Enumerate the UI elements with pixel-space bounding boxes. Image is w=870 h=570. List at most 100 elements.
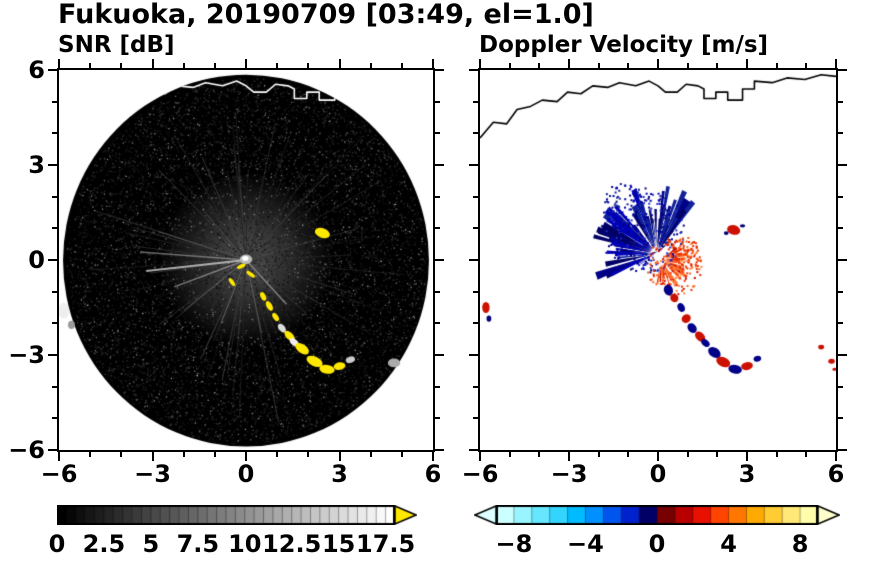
axis-tick bbox=[435, 69, 444, 71]
axis-tick bbox=[568, 59, 570, 68]
axis-tick bbox=[52, 290, 57, 293]
colorbar-tick-label: 5 bbox=[142, 530, 160, 558]
axis-tick bbox=[838, 417, 843, 420]
axis-tick bbox=[435, 259, 444, 261]
y-tick-label: −3 bbox=[8, 341, 45, 369]
axis-tick bbox=[400, 63, 403, 68]
axis-tick bbox=[435, 322, 440, 325]
axis-tick bbox=[48, 354, 57, 356]
y-tick-label: 6 bbox=[28, 56, 45, 84]
axis-tick bbox=[435, 132, 440, 135]
axis-tick bbox=[369, 63, 372, 68]
velocity-panel-title: Doppler Velocity [m/s] bbox=[479, 32, 769, 58]
axis-tick bbox=[58, 59, 60, 68]
axis-tick bbox=[838, 290, 843, 293]
axis-tick bbox=[775, 63, 778, 68]
axis-tick bbox=[838, 322, 843, 325]
axis-tick bbox=[435, 227, 440, 230]
colorbar-tick-label: 0 bbox=[48, 530, 66, 558]
axis-tick bbox=[657, 452, 659, 461]
x-tick-label: 0 bbox=[237, 460, 255, 488]
axis-tick bbox=[369, 452, 372, 457]
axis-tick bbox=[469, 354, 478, 356]
axis-tick bbox=[48, 69, 57, 71]
colorbar-tick-label: −4 bbox=[567, 530, 604, 558]
axis-tick bbox=[805, 63, 808, 68]
colorbar-tick-label: 12.5 bbox=[262, 530, 322, 558]
axis-tick bbox=[58, 452, 60, 461]
x-tick-label: 3 bbox=[738, 460, 756, 488]
axis-tick bbox=[473, 227, 478, 230]
axis-tick bbox=[338, 452, 341, 461]
axis-tick bbox=[276, 63, 279, 68]
y-tick-label: 3 bbox=[28, 151, 45, 179]
axis-tick bbox=[52, 132, 57, 135]
axis-tick bbox=[89, 63, 92, 68]
x-tick-label: 6 bbox=[827, 460, 845, 488]
axis-tick bbox=[338, 59, 341, 68]
y-tick-label: −6 bbox=[8, 436, 45, 464]
axis-tick bbox=[435, 100, 440, 103]
axis-tick bbox=[775, 452, 778, 457]
axis-tick bbox=[469, 449, 478, 451]
axis-tick bbox=[52, 385, 57, 388]
axis-tick bbox=[627, 452, 630, 457]
snr-plot: −6 −3 0 3 6 −6 −3 0 3 6 bbox=[8, 56, 444, 488]
colorbar-tick-label: 2.5 bbox=[82, 530, 126, 558]
colorbar-tick-label: 0 bbox=[648, 530, 666, 558]
axis-tick bbox=[838, 164, 847, 166]
axis-tick bbox=[435, 290, 440, 293]
axis-tick bbox=[151, 452, 154, 461]
axis-tick bbox=[52, 100, 57, 103]
axis-tick bbox=[48, 164, 57, 166]
axis-tick bbox=[48, 259, 57, 261]
axis-tick bbox=[48, 449, 57, 451]
axis-tick bbox=[838, 69, 847, 71]
axis-tick bbox=[473, 322, 478, 325]
y-tick-label: 0 bbox=[28, 246, 45, 274]
axis-tick bbox=[52, 417, 57, 420]
axis-tick bbox=[838, 195, 843, 198]
axis-tick bbox=[657, 59, 659, 68]
axis-tick bbox=[538, 452, 541, 457]
axis-tick bbox=[469, 164, 478, 166]
axis-tick bbox=[435, 164, 444, 166]
axis-tick bbox=[838, 100, 843, 103]
axis-tick bbox=[245, 452, 247, 461]
axis-tick bbox=[473, 385, 478, 388]
axis-tick bbox=[835, 452, 837, 461]
axis-tick bbox=[473, 100, 478, 103]
axis-tick bbox=[716, 452, 719, 457]
snr-colorbar bbox=[57, 505, 417, 525]
velocity-colorbar bbox=[474, 505, 840, 525]
axis-tick bbox=[508, 452, 511, 457]
colorbar-tick-label: −8 bbox=[495, 530, 533, 558]
axis-tick bbox=[538, 63, 541, 68]
velocity-colorbar-labels: −8 −4 0 4 8 bbox=[474, 530, 840, 562]
axis-tick bbox=[400, 452, 403, 457]
axis-tick bbox=[52, 322, 57, 325]
colorbar-tick-label: 17.5 bbox=[356, 530, 416, 558]
axis-tick bbox=[435, 354, 444, 356]
axis-tick bbox=[838, 259, 847, 261]
axis-tick bbox=[838, 132, 843, 135]
axis-tick bbox=[746, 452, 748, 461]
axis-tick bbox=[568, 452, 570, 461]
axis-tick bbox=[52, 195, 57, 198]
axis-tick bbox=[435, 449, 444, 451]
axis-tick bbox=[120, 63, 123, 68]
axis-tick bbox=[213, 63, 216, 68]
axis-tick bbox=[473, 132, 478, 135]
axis-tick bbox=[469, 69, 478, 71]
axis-tick bbox=[473, 195, 478, 198]
axis-tick bbox=[432, 59, 434, 68]
axis-tick bbox=[182, 452, 185, 457]
x-tick-label: 6 bbox=[424, 460, 442, 488]
colorbar-tick-label: 7.5 bbox=[176, 530, 220, 558]
axis-tick bbox=[473, 417, 478, 420]
axis-tick bbox=[89, 452, 92, 457]
axis-tick bbox=[435, 385, 440, 388]
velocity-radar-image bbox=[480, 70, 836, 450]
axis-tick bbox=[805, 452, 808, 457]
